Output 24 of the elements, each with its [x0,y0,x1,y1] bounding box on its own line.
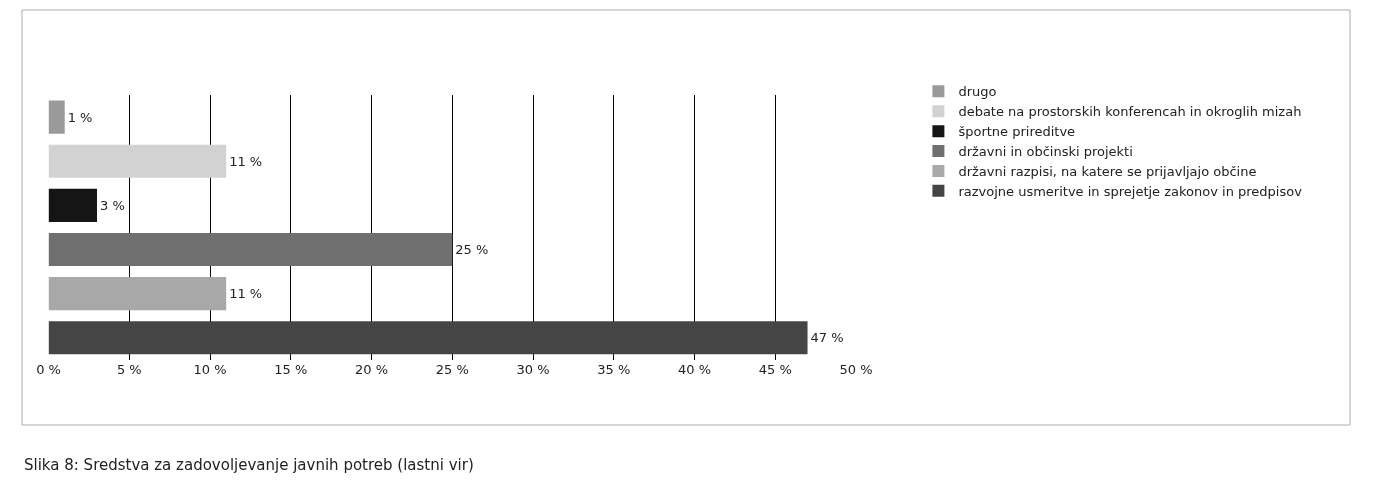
x-tick-label: 10 % [193,361,227,377]
x-tick-label: 30 % [516,361,550,377]
legend-label: državni razpisi, na katere se prijavljajo občine [958,164,1257,180]
data-label: 47 % [810,330,844,346]
legend-label: športne prireditve [958,124,1076,140]
legend-label: drugo [958,84,997,100]
x-tick-label: 45 % [758,361,792,377]
x-tick-label: 35 % [597,361,631,377]
x-tick-label: 15 % [274,361,308,377]
x-tick-label: 5 % [116,361,142,377]
x-tick-label: 50 % [839,361,873,377]
x-tick-label: 0 % [36,361,61,377]
data-label: 25 % [455,242,489,258]
x-tick-label: 40 % [677,361,712,377]
legend-label: državni in občinski projekti [958,144,1133,160]
x-tick-label: 25 % [435,361,469,377]
data-label: 11 % [229,153,263,169]
data-label: 3 % [100,197,125,213]
data-label: 11 % [229,286,263,302]
text: Slika 8: Sredstva za zadovoljevanje javnih potreb (lastni vir) [24,456,474,474]
x-tick-label: 20 % [355,361,389,377]
legend-label: razvojne usmeritve in sprejetje zakonov in predpisov [958,183,1303,199]
legend-label: debate na prostorskih konferencah in okroglih mizah [958,104,1302,120]
data-label: 1 % [67,109,93,125]
